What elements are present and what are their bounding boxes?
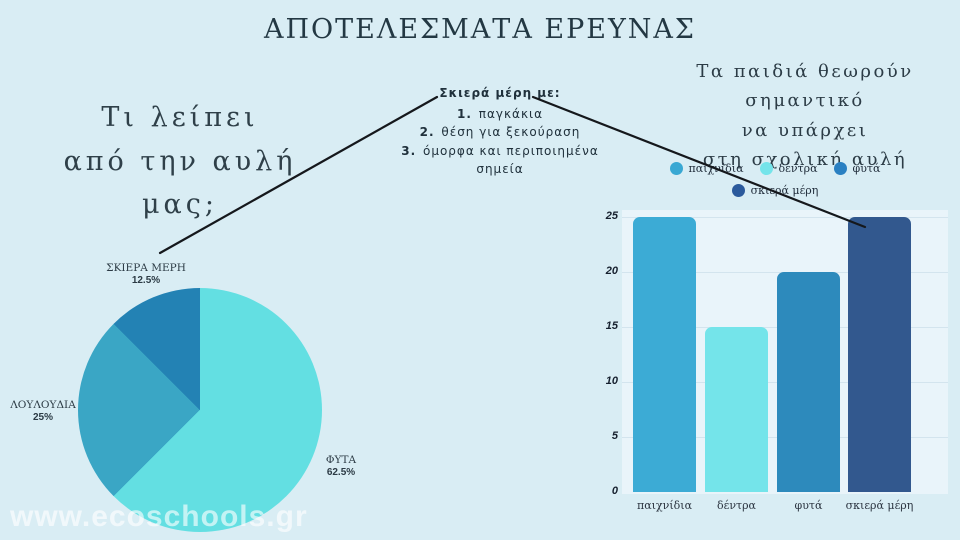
pie-label-fyta: ΦΥΤΑ 62.5% [306, 454, 376, 480]
page-title: ΑΠΟΤΕΛΕΣΜΑΤΑ ΕΡΕΥΝΑΣ [263, 14, 697, 45]
watermark: www.ecoschools.gr [10, 500, 308, 533]
legend-item: σκιερά μέρη [731, 184, 819, 197]
x-tick-label: παιχνίδια [637, 499, 692, 512]
bar-δέντρα [705, 327, 768, 492]
legend-item: δέντρα [759, 162, 818, 175]
annotation-item-number: 1. [457, 106, 472, 121]
pie-chart [78, 288, 322, 532]
annotation-item-text: παγκάκια [473, 106, 543, 121]
annotation-title: Σκιερά μέρη με: [439, 86, 561, 100]
pie-label-louloudia: ΛΟΥΛΟΥΔΙΑ 25% [0, 399, 88, 425]
pie-chart-heading: Τι λείπει από την αυλή μας; [63, 102, 297, 221]
x-tick-label: δέντρα [717, 499, 756, 512]
bar-chart-legend: παιχνίδια δέντρα φυτά σκιερά μέρη [650, 162, 900, 206]
annotation-list: 1. παγκάκια 2. θέση για ξεκούραση 3. όμορφ… [383, 105, 617, 179]
annotation-item-number: 3. [401, 143, 417, 158]
bar-παιχνίδια [633, 217, 696, 492]
y-tick-label: 25 [605, 210, 618, 222]
annotation-box: Σκιερά μέρη με: 1. παγκάκια 2. θέση για ξ… [383, 84, 617, 179]
annotation-item: 2. θέση για ξεκούραση [383, 123, 617, 142]
pie-label-percent: 12.5% [131, 275, 161, 287]
legend-row: παιχνίδια δέντρα φυτά [650, 162, 900, 175]
annotation-item: 1. παγκάκια [383, 105, 617, 124]
pie-label-skiera-merh: ΣΚΙΕΡΑ ΜΕΡΗ 12.5% [96, 262, 196, 288]
legend-dot-icon [731, 184, 745, 197]
legend-dot-icon [833, 162, 847, 175]
bar-chart-heading: Τα παιδιά θεωρούν σημαντικό να υπάρχει σ… [696, 61, 914, 170]
bar-φυτά [777, 272, 840, 492]
pie-label-text: ΛΟΥΛΟΥΔΙΑ [10, 399, 76, 411]
legend-label: φυτά [852, 162, 881, 175]
y-tick-label: 10 [605, 375, 618, 387]
bar-σκιερά μέρη [848, 217, 911, 492]
legend-label: δέντρα [778, 162, 818, 175]
x-tick-label: φυτά [794, 499, 823, 512]
pie-label-text: ΣΚΙΕΡΑ ΜΕΡΗ [106, 262, 186, 274]
legend-dot-icon [759, 162, 773, 175]
x-tick-label: σκιερά μέρη [845, 499, 914, 512]
pie-label-percent: 25% [32, 412, 53, 424]
y-tick-label: 15 [605, 320, 618, 332]
legend-item: φυτά [833, 162, 881, 175]
legend-label: παιχνίδια [688, 162, 744, 175]
annotation-item: 3. όμορφα και περιποιημένα σημεία [383, 142, 617, 179]
legend-row: σκιερά μέρη [650, 184, 900, 197]
y-tick-label: 20 [605, 265, 618, 277]
annotation-item-text: θέση για ξεκούραση [436, 125, 581, 140]
legend-label: σκιερά μέρη [750, 184, 819, 197]
bar-chart-plot-area [622, 210, 948, 494]
y-tick-label: 0 [611, 485, 618, 497]
legend-item: παιχνίδια [669, 162, 744, 175]
pie-label-text: ΦΥΤΑ [325, 454, 357, 466]
y-tick-label: 5 [611, 430, 618, 442]
annotation-item-number: 2. [419, 125, 435, 140]
legend-dot-icon [669, 162, 683, 175]
pie-label-percent: 62.5% [326, 467, 356, 479]
annotation-item-text: όμορφα και περιποιημένα σημεία [418, 143, 599, 177]
